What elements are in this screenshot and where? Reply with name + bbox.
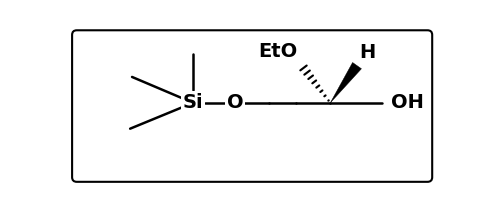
Text: EtO: EtO <box>259 42 298 61</box>
FancyBboxPatch shape <box>72 30 432 182</box>
Text: Si: Si <box>183 93 203 112</box>
Text: OH: OH <box>391 93 424 112</box>
Text: H: H <box>359 43 375 62</box>
Polygon shape <box>330 63 362 103</box>
Text: O: O <box>227 93 244 112</box>
